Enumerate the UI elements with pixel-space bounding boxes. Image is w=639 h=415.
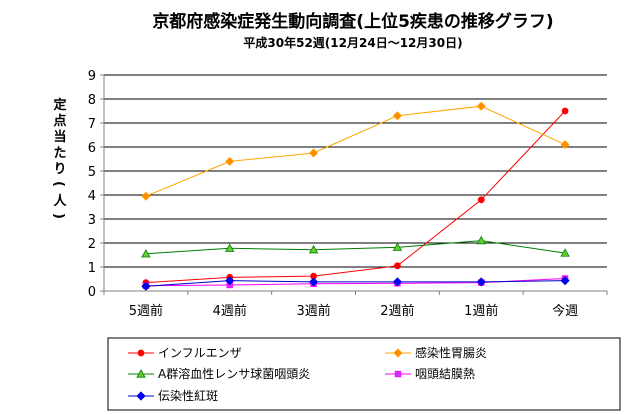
- data-point: [394, 262, 401, 270]
- y-tick-label: 1: [88, 261, 96, 276]
- data-point: [309, 277, 319, 287]
- data-point: [225, 243, 235, 252]
- legend-label: 感染性胃腸炎: [415, 345, 487, 360]
- data-point: [476, 277, 486, 287]
- legend-label: A群溶血性レンサ球菌咽頭炎: [158, 366, 310, 381]
- data-point: [225, 276, 235, 286]
- legend-item: 感染性胃腸炎: [385, 345, 487, 360]
- series-line: [145, 105, 566, 197]
- legend-label: 伝染性紅斑: [158, 388, 218, 403]
- series-line: [145, 280, 566, 287]
- data-point: [141, 248, 151, 258]
- x-tick-label: 2週前: [380, 303, 414, 319]
- legend-label: インフルエンザ: [158, 346, 242, 360]
- y-tick-label: 4: [88, 189, 96, 204]
- gridlines: [104, 74, 607, 268]
- chart-title: 京都府感染症発生動向調査(上位5疾患の推移グラフ): [152, 11, 553, 32]
- legend-marker: [136, 391, 146, 401]
- y-tick-label: 0: [88, 285, 96, 300]
- data-point: [561, 107, 569, 115]
- y-axis-label-char: 点: [53, 113, 66, 129]
- y-axis-label-char: た: [53, 146, 66, 161]
- data-point: [141, 191, 151, 201]
- series-line: [145, 240, 566, 255]
- x-tick-labels: 5週前 4週前 3週前 2週前 1週前 今週: [129, 303, 578, 319]
- data-point: [560, 276, 570, 286]
- y-tick-label: 7: [88, 117, 96, 132]
- axes: [100, 74, 608, 295]
- x-tick-label: 3週前: [296, 303, 330, 319]
- y-tick-labels: 0 1 2 3 4 5 6 7 8 9: [88, 69, 96, 300]
- legend-label: 咽頭結膜熱: [415, 367, 475, 381]
- legend-marker: [136, 369, 146, 378]
- y-axis-label-char: り: [53, 162, 66, 177]
- legend-item: インフルエンザ: [128, 346, 242, 360]
- plot-area: [104, 75, 607, 291]
- data-point: [309, 148, 319, 158]
- legend-item: A群溶血性レンサ球菌咽頭炎: [128, 366, 310, 381]
- legend-item: 伝染性紅斑: [128, 388, 218, 403]
- legend-box: [107, 337, 621, 411]
- y-axis-label-char: (: [51, 181, 66, 187]
- legend-marker: [393, 348, 403, 358]
- data-point: [476, 101, 486, 111]
- legend-marker: [137, 349, 145, 357]
- legend-item: 咽頭結膜熱: [385, 367, 475, 381]
- series-lines: [141, 101, 570, 291]
- data-point: [560, 248, 570, 257]
- series-3: [141, 235, 570, 258]
- data-point: [560, 140, 570, 150]
- x-tick-label: 4週前: [213, 303, 247, 319]
- y-axis-label-char: 当: [53, 129, 66, 145]
- data-point: [392, 111, 402, 121]
- y-axis-label-char: 定: [52, 97, 66, 113]
- data-point: [225, 156, 235, 166]
- data-point: [141, 281, 151, 291]
- legend-marker: [394, 370, 402, 378]
- x-tick-label: 1週前: [464, 303, 498, 319]
- x-tick-label: 5週前: [129, 303, 163, 319]
- data-point: [392, 277, 402, 287]
- y-axis-label-char: 人: [53, 193, 67, 209]
- y-tick-label: 3: [88, 213, 96, 228]
- data-point: [476, 235, 486, 245]
- y-tick-label: 8: [88, 93, 96, 108]
- series-2: [141, 101, 570, 201]
- y-tick-label: 6: [88, 141, 96, 156]
- series-line: [145, 110, 566, 284]
- series-5: [141, 276, 570, 291]
- data-point: [308, 244, 319, 254]
- y-tick-label: 2: [88, 237, 96, 252]
- data-point: [477, 196, 485, 204]
- y-tick-label: 5: [88, 165, 96, 180]
- y-axis-label-char: ): [51, 213, 66, 219]
- chart-subtitle: 平成30年52週(12月24日～12月30日): [243, 35, 462, 50]
- y-tick-label: 9: [88, 69, 96, 84]
- x-tick-label: 今週: [552, 303, 578, 319]
- data-point: [392, 242, 403, 251]
